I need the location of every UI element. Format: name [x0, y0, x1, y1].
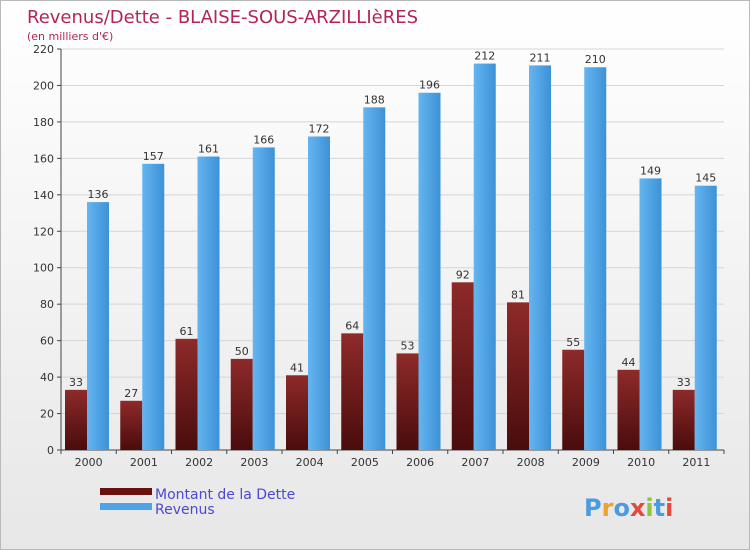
- bar-revenus: [639, 178, 662, 450]
- bar-revenus: [197, 156, 220, 451]
- data-labels: 33 136 27 157 61 161 50 166 41 172 64 188 53 196 92 212…: [69, 50, 716, 400]
- x-tick-label: 2001: [130, 456, 158, 469]
- chart-subtitle: (en milliers d'€): [27, 30, 113, 43]
- y-tick-label: 40: [40, 371, 54, 384]
- bar-debt: [396, 353, 419, 450]
- x-tick-label: 2002: [185, 456, 213, 469]
- data-label-debt: 81: [511, 288, 525, 301]
- data-label-debt: 44: [622, 356, 636, 369]
- bar-revenus: [418, 92, 441, 450]
- bars: [65, 63, 717, 451]
- legend: Montant de la Dette Revenus: [100, 487, 295, 518]
- legend-swatch-revenus: [100, 503, 152, 510]
- bar-debt: [507, 302, 529, 450]
- legend-label-debt: Montant de la Dette: [155, 487, 295, 503]
- data-label-debt: 55: [566, 336, 580, 349]
- data-label-revenus: 149: [640, 164, 661, 177]
- y-tick-label: 160: [33, 152, 54, 165]
- y-tick-label: 20: [40, 408, 54, 421]
- bar-debt: [617, 369, 640, 450]
- legend-label-revenus: Revenus: [155, 502, 215, 518]
- data-label-debt: 53: [401, 339, 415, 352]
- data-label-revenus: 212: [474, 50, 495, 63]
- bar-revenus: [694, 185, 717, 451]
- bar-debt: [451, 282, 474, 450]
- x-tick-label: 2009: [572, 456, 600, 469]
- bar-revenus: [252, 147, 275, 450]
- x-tick-label: 2005: [351, 456, 379, 469]
- bar-debt: [562, 349, 585, 450]
- x-tick-label: 2010: [627, 456, 655, 469]
- data-label-debt: 41: [290, 361, 304, 374]
- y-tick-label: 180: [33, 116, 54, 129]
- data-label-revenus: 161: [198, 143, 219, 156]
- bar-revenus: [87, 202, 109, 450]
- data-label-revenus: 196: [419, 79, 440, 92]
- bar-revenus: [584, 67, 607, 451]
- data-label-debt: 27: [124, 387, 138, 400]
- x-tick-label: 2011: [682, 456, 710, 469]
- tick-labels: 0 20 40 60 80 100 120 140 160 180 200 220 2000 2001 20…: [33, 43, 710, 469]
- y-tick-label: 60: [40, 335, 54, 348]
- bar-revenus: [473, 63, 496, 450]
- bar-debt: [230, 358, 253, 450]
- data-label-debt: 33: [677, 376, 691, 389]
- y-tick-label: 80: [40, 298, 54, 311]
- y-tick-label: 0: [47, 444, 54, 457]
- bar-debt: [286, 375, 308, 450]
- chart-title: Revenus/Dette - BLAISE-SOUS-ARZILLIèRES: [27, 7, 418, 28]
- legend-swatch-debt: [100, 488, 152, 495]
- data-label-revenus: 188: [364, 93, 385, 106]
- bar-debt: [120, 400, 143, 450]
- data-label-debt: 33: [69, 376, 83, 389]
- data-label-revenus: 172: [309, 122, 330, 135]
- data-label-debt: 50: [235, 345, 249, 358]
- bar-debt: [65, 389, 87, 450]
- data-label-revenus: 145: [695, 172, 716, 185]
- y-tick-label: 220: [33, 43, 54, 56]
- bar-debt: [341, 333, 364, 450]
- bar-revenus: [308, 136, 330, 450]
- y-tick-label: 200: [33, 79, 54, 92]
- x-tick-label: 2003: [240, 456, 268, 469]
- x-tick-label: 2006: [406, 456, 434, 469]
- bar-revenus: [142, 163, 165, 450]
- bar-debt: [175, 338, 198, 450]
- data-label-debt: 92: [456, 268, 470, 281]
- bar-revenus: [529, 65, 551, 451]
- proxiti-logo: Proxiti: [584, 494, 673, 522]
- data-label-debt: 61: [180, 325, 194, 338]
- data-label-debt: 64: [345, 319, 359, 332]
- data-label-revenus: 166: [253, 133, 274, 146]
- bar-revenus: [363, 107, 386, 450]
- y-tick-label: 100: [33, 262, 54, 275]
- data-label-revenus: 210: [585, 53, 606, 66]
- bar-debt: [672, 389, 695, 450]
- data-label-revenus: 157: [143, 150, 164, 163]
- proxiti-logo-text: Proxiti: [584, 494, 673, 522]
- y-tick-label: 140: [33, 189, 54, 202]
- axes: [57, 48, 725, 454]
- data-label-revenus: 211: [530, 51, 551, 64]
- x-tick-label: 2000: [75, 456, 103, 469]
- y-tick-label: 120: [33, 225, 54, 238]
- x-tick-label: 2004: [296, 456, 324, 469]
- x-tick-label: 2007: [461, 456, 489, 469]
- x-tick-label: 2008: [517, 456, 545, 469]
- data-label-revenus: 136: [88, 188, 109, 201]
